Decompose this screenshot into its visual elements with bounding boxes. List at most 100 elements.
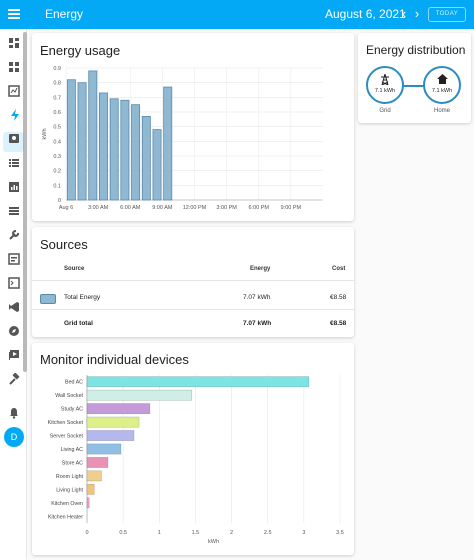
x-tick-label: 2: [230, 530, 233, 536]
x-tick-label: 9:00 PM: [281, 205, 302, 211]
home-label: Home: [433, 108, 450, 114]
map-icon[interactable]: [8, 85, 20, 97]
device-bar: [86, 443, 122, 455]
compass-icon[interactable]: [8, 325, 20, 337]
energy-usage-card: Energy usage 0 0.1 0.2 0.3 0.4 0.5 0.6 0.7 0.8 0.…: [32, 33, 354, 221]
device-bar: [86, 470, 102, 482]
y-tick-label: 0.7: [53, 95, 61, 101]
device-bar: [86, 497, 90, 509]
chevron-left-icon[interactable]: ‹: [401, 6, 407, 21]
device-bar: [86, 457, 109, 468]
y-tick-label: 0.9: [53, 66, 61, 72]
page-title: Energy: [45, 7, 84, 21]
x-tick-label: 3.5: [336, 530, 344, 536]
terminal-icon[interactable]: [8, 277, 20, 289]
y-tick-label: 0.1: [53, 183, 61, 189]
vscode-icon[interactable]: [8, 301, 20, 313]
transmission-tower-icon: [381, 74, 389, 85]
bar: [77, 82, 87, 201]
divider: [32, 309, 354, 310]
y-tick-label: 0.3: [53, 154, 61, 160]
device-label: Kitchen Heater: [48, 514, 83, 520]
x-tick-label: 6:00 AM: [120, 205, 141, 211]
chevron-right-icon[interactable]: ›: [414, 6, 420, 21]
col-header-source: Source: [64, 266, 85, 272]
today-button[interactable]: TODAY: [428, 7, 466, 22]
person-icon[interactable]: [8, 133, 20, 145]
grid-total-energy: 7.07 kWh: [243, 320, 272, 327]
x-tick-label: 1: [158, 530, 161, 536]
energy-usage-chart: 0 0.1 0.2 0.3 0.4 0.5 0.6 0.7 0.8 0.9 Aug 6 3:00 AM…: [42, 66, 323, 211]
device-label: Kitchen Oven: [51, 501, 83, 507]
wrench-icon[interactable]: [8, 229, 20, 241]
sources-card: Sources Source Energy Cost Total Energy …: [32, 227, 354, 337]
devices-card: Monitor individual devices 0 0.5 1 1.5 2 2.5 3…: [32, 343, 354, 555]
x-tick-label: 1.5: [192, 530, 200, 536]
device-bar: [86, 376, 310, 388]
bar: [152, 129, 162, 201]
device-bar: [86, 403, 151, 414]
sidebar: D: [0, 29, 27, 560]
date-label: August 6, 2021: [325, 7, 406, 21]
grid-label: Grid: [379, 108, 391, 114]
y-axis-label: kWh: [42, 129, 48, 140]
bar: [109, 98, 119, 201]
devices-chart: 0 0.5 1 1.5 2 2.5 3 3.5 kWh Bed AC Wall Socket Stud…: [48, 375, 344, 545]
sidebar-scrollbar[interactable]: [23, 32, 27, 372]
col-header-energy: Energy: [250, 266, 271, 272]
home-circle[interactable]: 7.1 kWh: [423, 66, 461, 104]
database-icon[interactable]: [8, 205, 20, 217]
col-header-cost: Cost: [332, 266, 346, 272]
y-tick-label: 0.6: [53, 110, 61, 116]
device-label: Study AC: [61, 407, 83, 413]
y-tick-label: 0.8: [53, 81, 61, 87]
sources-title: Sources: [40, 237, 88, 252]
avatar[interactable]: D: [4, 427, 24, 447]
devices-title: Monitor individual devices: [40, 352, 189, 367]
device-label: Server Socket: [50, 434, 84, 440]
bar: [66, 79, 76, 201]
x-tick-label: 2.5: [264, 530, 272, 536]
media-icon[interactable]: [8, 349, 20, 361]
developer-icon[interactable]: [8, 253, 20, 265]
grid-value: 7.1 kWh: [374, 88, 396, 94]
source-name: Total Energy: [64, 294, 101, 301]
home-icon: [437, 74, 448, 84]
source-color-swatch: [40, 294, 56, 304]
energy-icon[interactable]: [9, 109, 21, 121]
home-value: 7.1 kWh: [431, 88, 453, 94]
bar: [99, 92, 108, 201]
device-label: Bed AC: [65, 380, 83, 386]
device-label: Living AC: [61, 447, 84, 453]
bar: [120, 99, 130, 201]
y-tick-label: 0.4: [53, 139, 61, 145]
logbook-icon[interactable]: [8, 61, 20, 73]
x-tick-label: 12:00 PM: [183, 205, 207, 211]
x-tick-label: 3:00 AM: [88, 205, 109, 211]
chart-icon[interactable]: [8, 181, 20, 193]
bell-icon[interactable]: [8, 407, 20, 419]
grid-total-cost: €8.58: [330, 320, 347, 327]
x-tick-label: 3: [302, 530, 305, 536]
grid-circle[interactable]: 7.1 kWh: [366, 66, 404, 104]
y-tick-label: 0.5: [53, 125, 61, 131]
menu-icon[interactable]: [6, 6, 22, 22]
bar: [163, 86, 173, 201]
device-bar: [86, 416, 140, 428]
dashboard-icon[interactable]: [8, 37, 20, 49]
y-tick-label: 0.2: [53, 169, 61, 175]
hammer-icon[interactable]: [8, 373, 20, 385]
device-bar: [86, 389, 193, 401]
device-label: Living Light: [56, 487, 83, 493]
device-label: Wall Socket: [55, 393, 83, 399]
device-bar: [86, 430, 135, 441]
grid-to-home-flow: [402, 85, 424, 87]
energy-distribution-card: Energy distribution 7.1 kWh Grid 7.1 kWh…: [358, 33, 471, 123]
source-cost: €8.58: [330, 294, 347, 301]
x-tick-label: 0.5: [119, 530, 127, 536]
bar: [88, 70, 98, 201]
device-label: Store AC: [62, 460, 83, 466]
source-energy: 7.07 kWh: [243, 294, 271, 301]
history-icon[interactable]: [8, 157, 20, 169]
bar: [141, 116, 151, 201]
